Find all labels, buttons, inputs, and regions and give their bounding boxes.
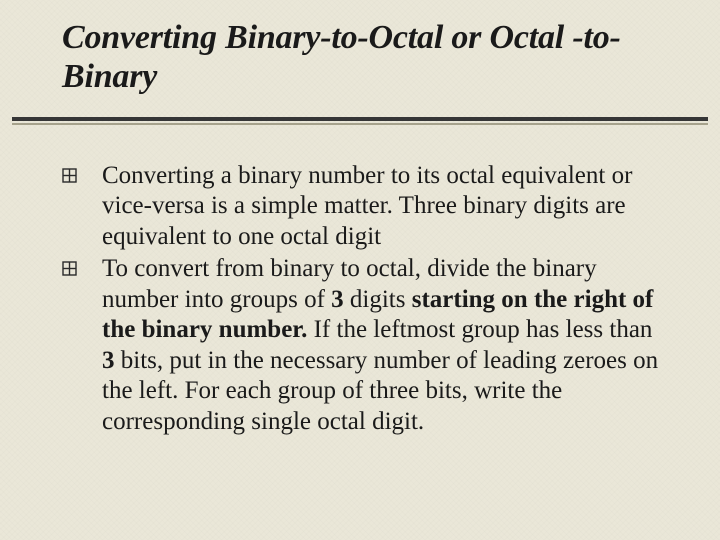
text-run: digits <box>344 286 412 313</box>
text-run: If the leftmost group has less than <box>307 316 652 343</box>
list-item: To convert from binary to octal, divide … <box>62 254 668 437</box>
bullet-list: Converting a binary number to its octal … <box>62 161 668 438</box>
divider-dark <box>12 117 708 121</box>
grid-bullet-icon <box>62 261 77 276</box>
list-item-text: To convert from binary to octal, divide … <box>102 255 658 435</box>
text-bold-run: 3 <box>102 347 115 374</box>
slide-title: Converting Binary-to-Octal or Octal -to-… <box>62 18 680 97</box>
grid-bullet-icon <box>62 168 77 183</box>
title-block: Converting Binary-to-Octal or Octal -to-… <box>0 0 720 107</box>
text-bold-run: 3 <box>331 286 344 313</box>
list-item-text: Converting a binary number to its octal … <box>102 162 632 250</box>
text-run: Converting a binary number to its octal … <box>102 162 632 250</box>
list-item: Converting a binary number to its octal … <box>62 161 668 253</box>
slide: Converting Binary-to-Octal or Octal -to-… <box>0 0 720 540</box>
content-area: Converting a binary number to its octal … <box>0 125 720 438</box>
text-run: bits, put in the necessary number of lea… <box>102 347 658 435</box>
